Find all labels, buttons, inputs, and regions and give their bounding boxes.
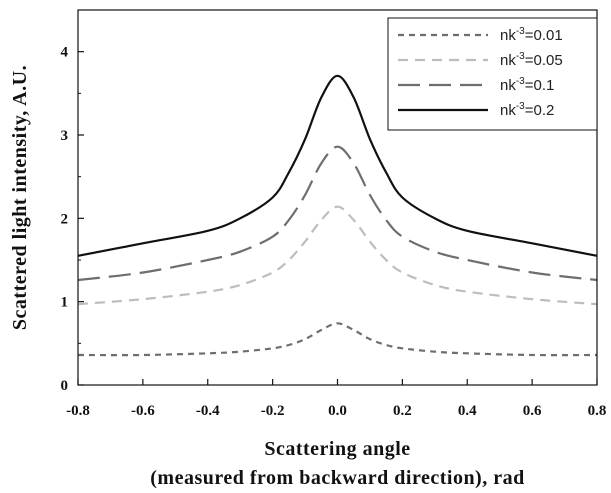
y-tick-label: 2 <box>61 211 69 227</box>
x-tick-label: -0.6 <box>131 403 155 419</box>
legend-label-value: =0.2 <box>525 102 555 119</box>
x-tick-label: 0.6 <box>523 403 542 419</box>
x-tick-label: 0.4 <box>458 403 477 419</box>
legend-label-base: nk <box>500 27 516 44</box>
legend-label-value: =0.1 <box>525 77 555 94</box>
legend-label-sup: -3 <box>516 101 525 112</box>
x-tick-label: 0.2 <box>393 403 412 419</box>
x-axis-title-line2: (measured from backward direction), rad <box>150 467 524 489</box>
series-line-1 <box>77 322 598 357</box>
y-tick-label: 3 <box>61 128 69 144</box>
legend-label-sup: -3 <box>516 76 525 87</box>
legend-label-base: nk <box>500 102 516 119</box>
x-tick-label: 0.0 <box>328 403 347 419</box>
legend-label-base: nk <box>500 77 516 94</box>
y-axis: 0 1 2 3 4 <box>61 45 84 394</box>
x-tick-label: 0.8 <box>588 403 607 419</box>
series-line-3 <box>77 145 598 282</box>
x-axis: -0.8 -0.6 -0.4 -0.2 0.0 0.2 0.4 0.6 0.8 <box>66 379 606 419</box>
x-tick-label: -0.4 <box>196 403 220 419</box>
legend-label: nk-3=0.2 <box>500 101 554 119</box>
legend-label-sup: -3 <box>516 51 525 62</box>
legend-label: nk-3=0.05 <box>500 51 563 69</box>
x-axis-title: Scattering angle <box>264 438 410 460</box>
legend-label-base: nk <box>500 52 516 69</box>
series-line-4 <box>77 74 598 257</box>
y-tick-label: 1 <box>61 295 69 311</box>
legend-label-sup: -3 <box>516 26 525 37</box>
series-layer <box>77 74 598 357</box>
legend-label: nk-3=0.01 <box>500 26 563 44</box>
legend-label-value: =0.01 <box>525 27 563 44</box>
legend-box <box>387 17 598 131</box>
legend-label-value: =0.05 <box>525 52 563 69</box>
y-axis-title: Scattered light intensity, A.U. <box>9 65 31 330</box>
y-tick-label: 4 <box>61 45 69 61</box>
series-line-2 <box>77 205 598 306</box>
legend-label: nk-3=0.1 <box>500 76 554 94</box>
x-tick-label: -0.8 <box>66 403 90 419</box>
y-tick-label: 0 <box>61 378 69 394</box>
x-tick-label: -0.2 <box>261 403 285 419</box>
